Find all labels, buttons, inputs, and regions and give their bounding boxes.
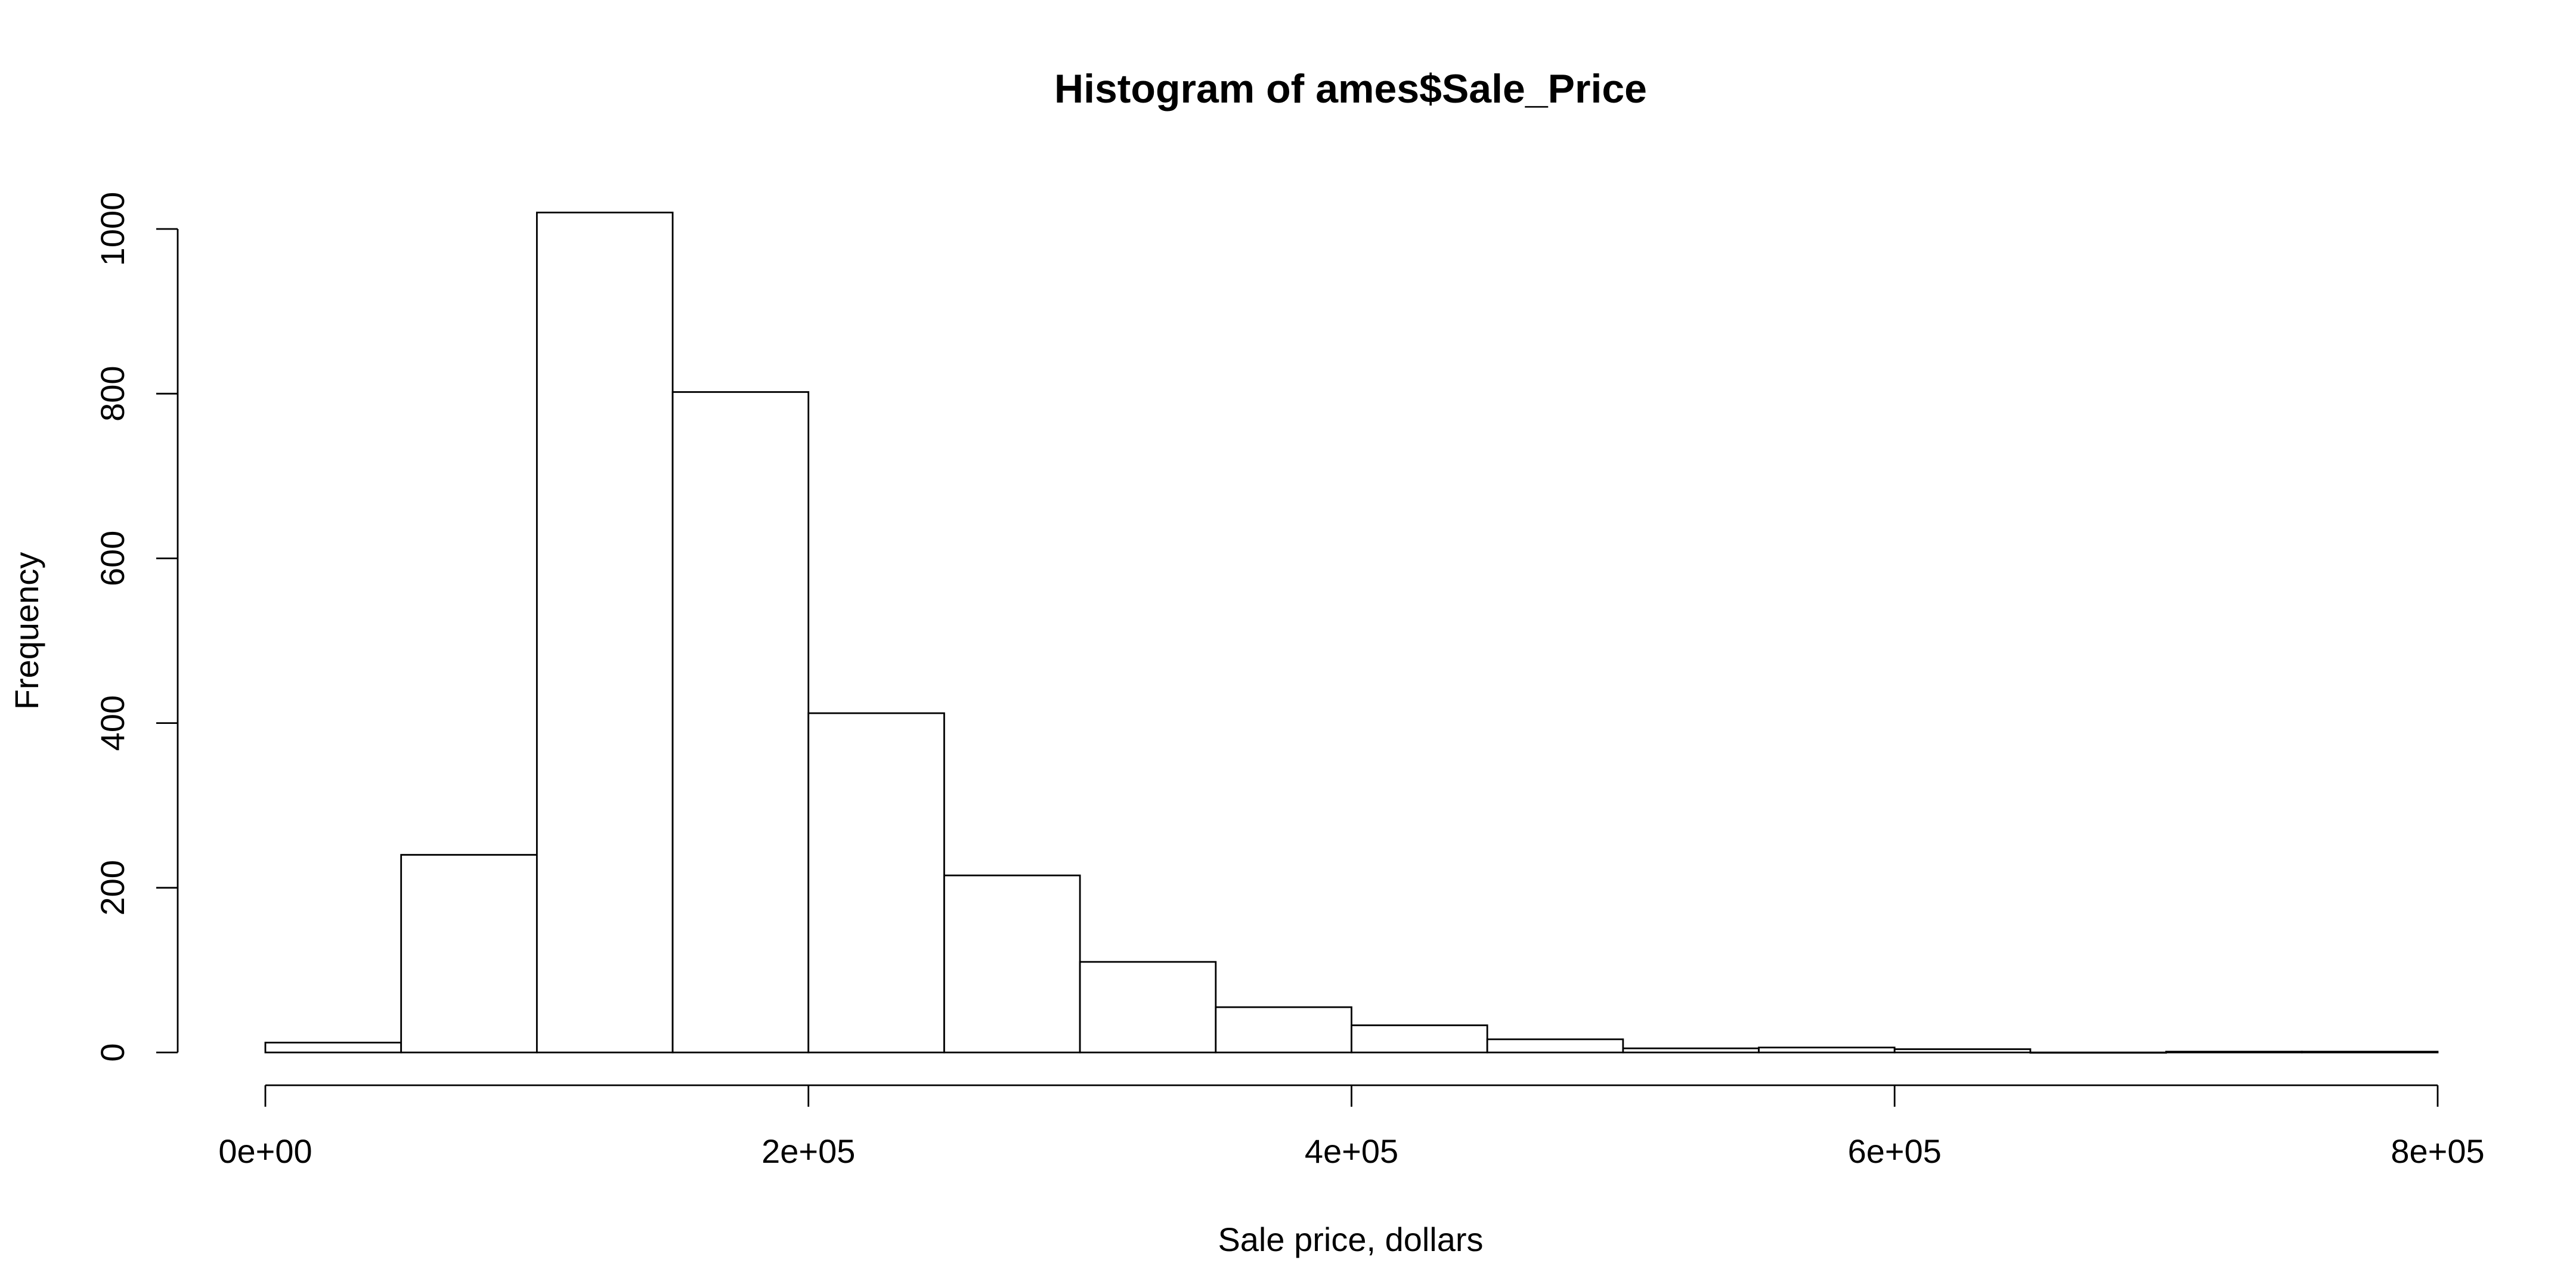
y-tick-label: 800: [94, 366, 131, 421]
histogram-bar: [671, 391, 810, 1054]
y-tick-label: 600: [94, 531, 131, 586]
y-tick-label: 400: [94, 695, 131, 751]
x-tick-label: 4e+05: [1305, 1132, 1398, 1170]
x-tick-label: 8e+05: [2391, 1132, 2484, 1170]
histogram-bar: [535, 211, 674, 1054]
histogram-bar: [400, 854, 538, 1054]
x-axis-title: Sale price, dollars: [1218, 1221, 1483, 1258]
histogram-bar: [1215, 1006, 1352, 1054]
x-axis: 0e+00 2e+05 4e+05 6e+05 8e+05: [218, 1084, 2485, 1170]
y-tick-label: 200: [94, 860, 131, 915]
histogram-bar: [264, 1042, 402, 1054]
histogram-bar: [1079, 961, 1217, 1054]
y-axis-title: Frequency: [8, 552, 45, 710]
x-tick-label: 6e+05: [1848, 1132, 1942, 1170]
y-axis: 0 200 400 600 800 1000: [94, 192, 179, 1062]
histogram-bar: [943, 874, 1081, 1054]
chart-title: Histogram of ames$Sale_Price: [1054, 66, 1647, 112]
histogram-bar: [1351, 1024, 1488, 1054]
histogram-bar: [1622, 1047, 1760, 1054]
histogram-bar: [2029, 1051, 2168, 1054]
y-tick-label: 0: [94, 1043, 131, 1061]
histogram-bar: [1893, 1048, 2032, 1054]
histogram-bars: [264, 211, 2439, 1054]
histogram-bar: [1486, 1038, 1624, 1054]
histogram-bar: [1758, 1046, 1896, 1054]
x-tick-label: 2e+05: [761, 1132, 855, 1170]
x-tick-label: 0e+00: [218, 1132, 312, 1170]
y-tick-label: 1000: [94, 192, 131, 267]
histogram-bar: [807, 712, 945, 1054]
